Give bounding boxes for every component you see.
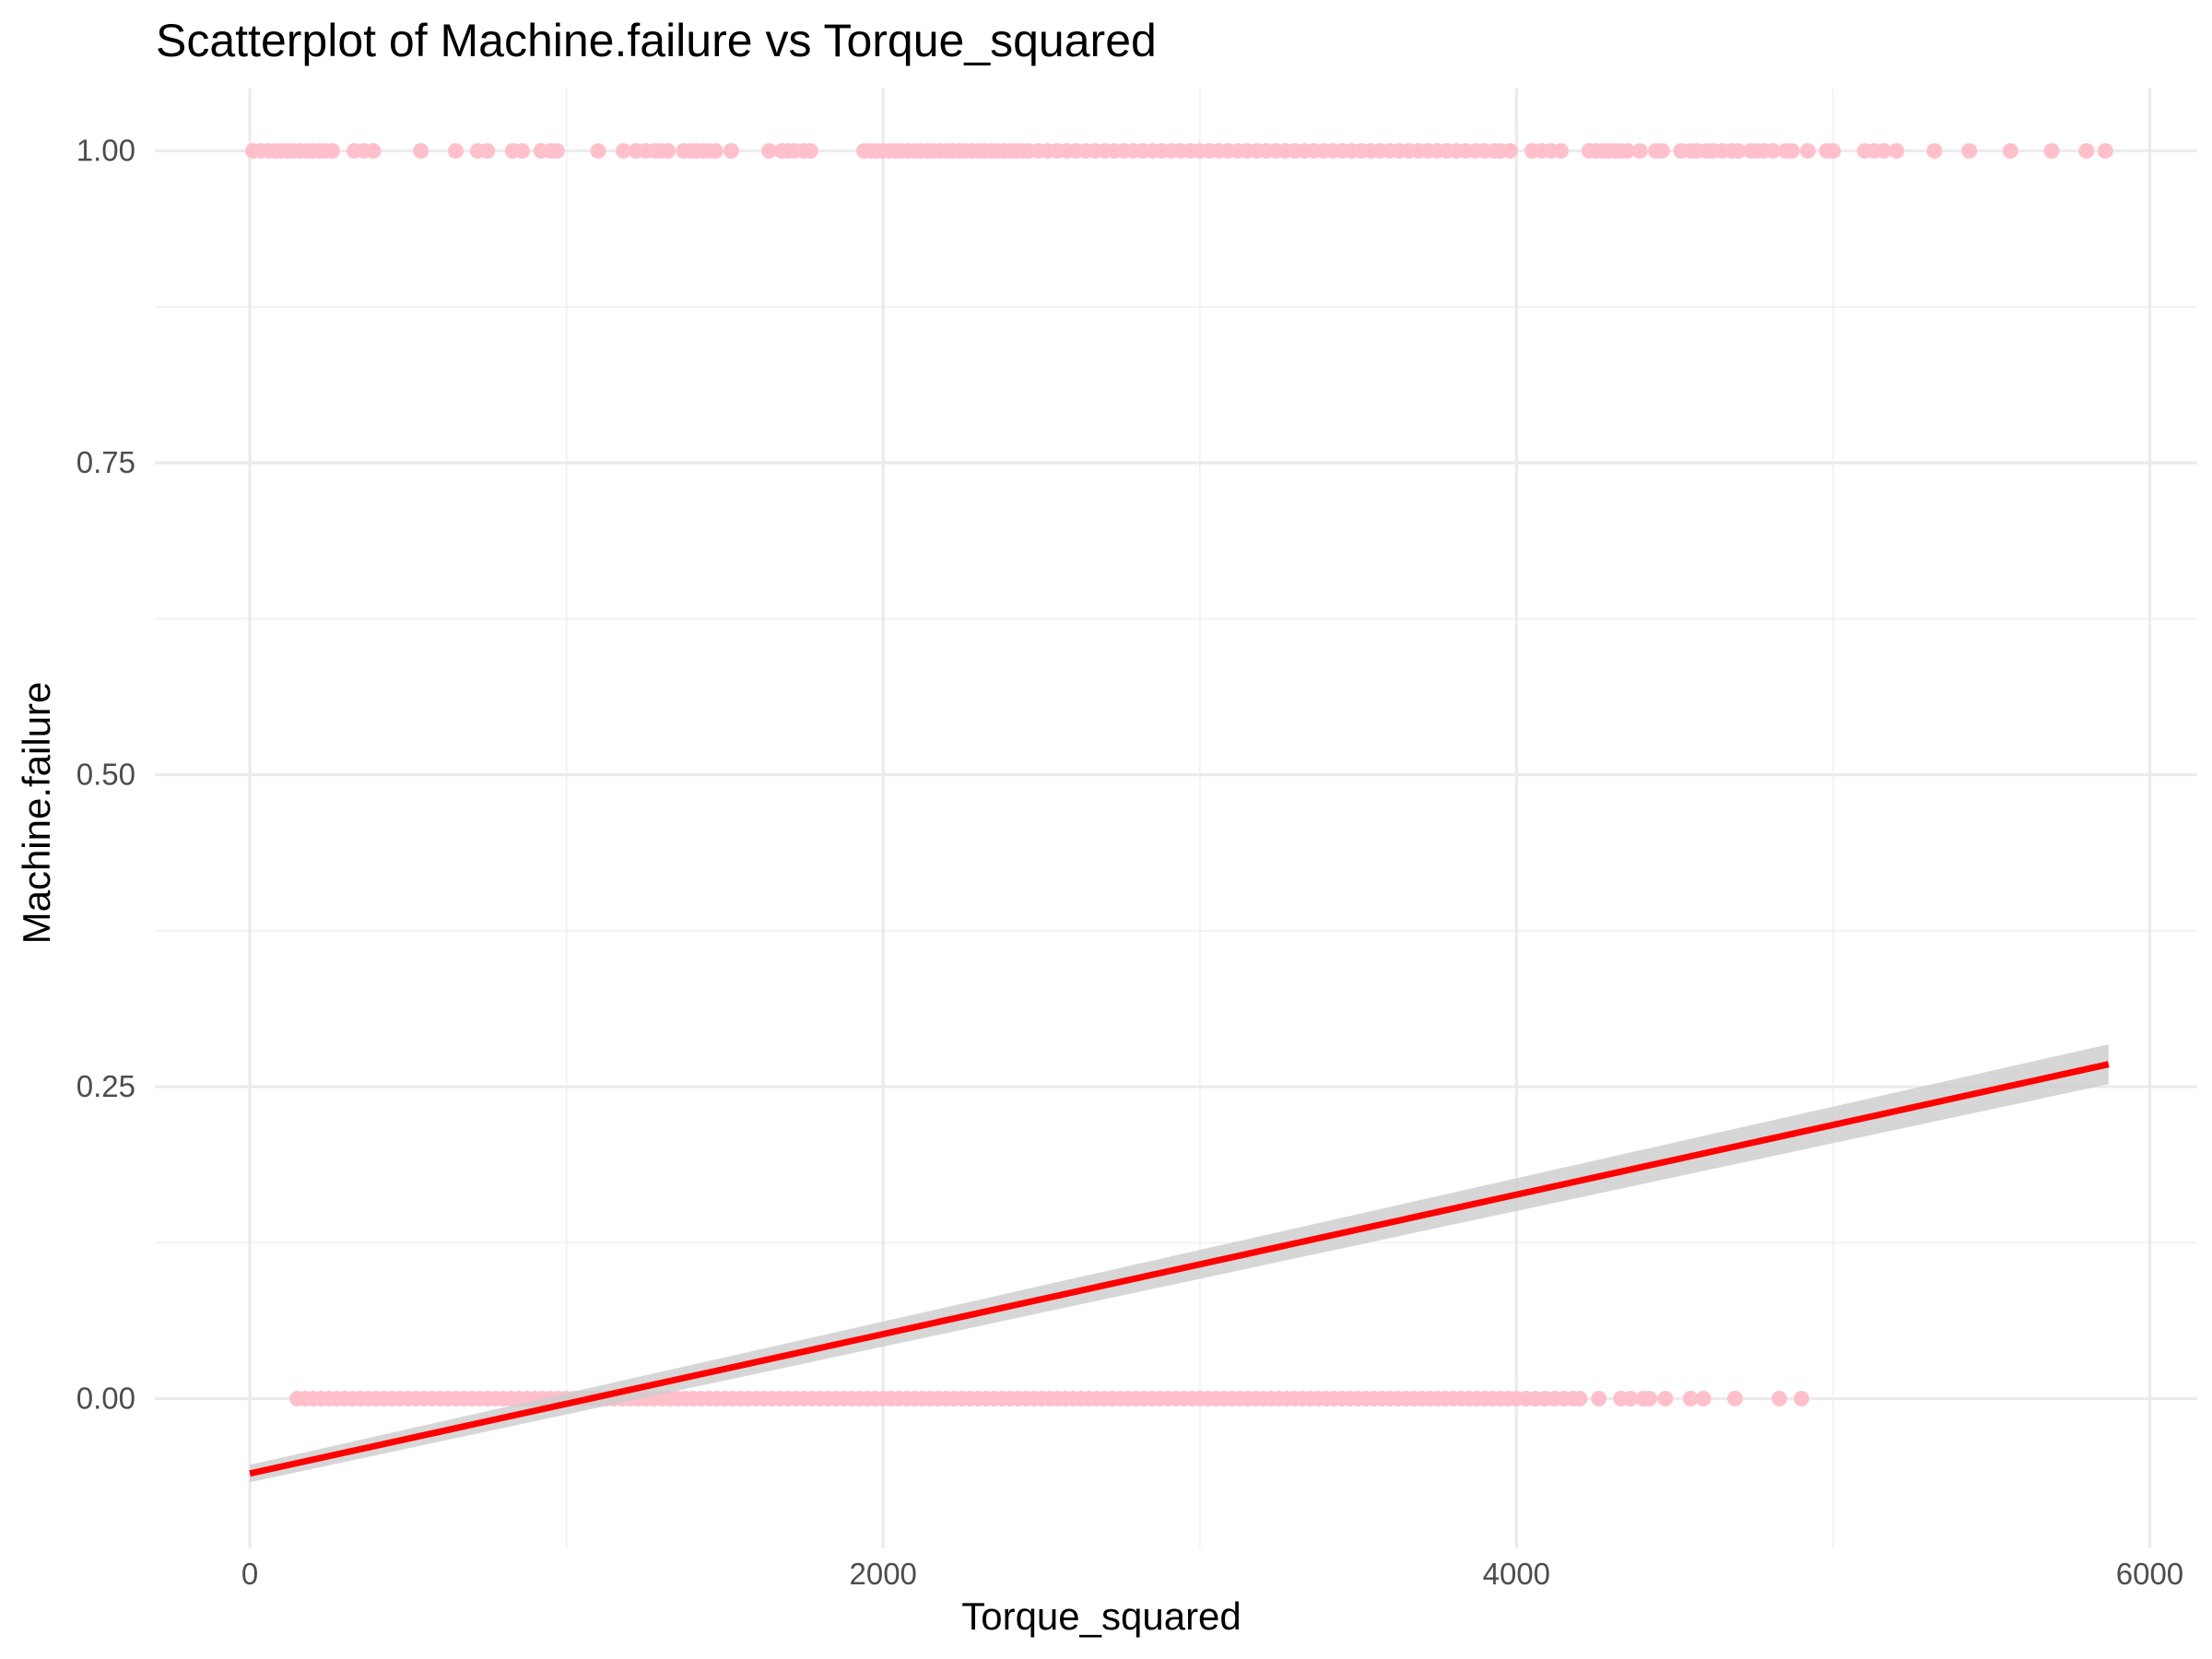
data-point bbox=[802, 143, 818, 159]
y-tick-label: 1.00 bbox=[76, 134, 135, 168]
data-point bbox=[1571, 1391, 1588, 1407]
chart-title: Scatterplot of Machine.failure vs Torque… bbox=[156, 15, 1157, 66]
y-axis-title: Machine.failure bbox=[15, 682, 58, 945]
data-point bbox=[1653, 143, 1670, 159]
data-point bbox=[1825, 143, 1841, 159]
data-point bbox=[1619, 143, 1636, 159]
data-point bbox=[1876, 143, 1892, 159]
y-tick-label: 0.50 bbox=[76, 758, 135, 792]
x-tick-label: 6000 bbox=[2116, 1557, 2183, 1591]
data-point bbox=[2097, 143, 2113, 159]
data-point bbox=[1552, 143, 1569, 159]
data-point bbox=[2078, 143, 2095, 159]
data-point bbox=[1501, 143, 1518, 159]
data-point bbox=[365, 143, 382, 159]
data-point bbox=[1771, 1391, 1787, 1407]
confidence-band-group bbox=[250, 1044, 2109, 1483]
x-tick-label: 2000 bbox=[849, 1557, 916, 1591]
data-point bbox=[590, 143, 606, 159]
data-point bbox=[1794, 1391, 1810, 1407]
data-point bbox=[1695, 1391, 1712, 1407]
data-point bbox=[1765, 143, 1782, 159]
y-tick-label: 0.00 bbox=[76, 1382, 135, 1416]
data-point bbox=[1657, 1391, 1674, 1407]
y-tick-label: 0.75 bbox=[76, 445, 135, 479]
y-tick-label: 0.25 bbox=[76, 1069, 135, 1103]
data-point bbox=[413, 143, 429, 159]
data-point bbox=[2043, 143, 2060, 159]
data-point bbox=[1641, 1391, 1658, 1407]
data-point bbox=[2002, 143, 2018, 159]
data-point bbox=[1888, 143, 1905, 159]
data-point bbox=[1622, 1391, 1639, 1407]
fit-line-group bbox=[249, 1061, 2110, 1477]
regression-line bbox=[249, 1061, 2110, 1477]
data-point bbox=[1799, 143, 1816, 159]
data-point bbox=[1783, 143, 1800, 159]
data-point bbox=[615, 143, 631, 159]
data-point bbox=[1730, 143, 1747, 159]
x-tick-label: 0 bbox=[241, 1557, 258, 1591]
data-point bbox=[548, 143, 565, 159]
x-axis-ticks: 0 2000 4000 6000 bbox=[241, 1557, 2183, 1591]
data-point bbox=[514, 143, 531, 159]
data-point bbox=[660, 143, 677, 159]
grid bbox=[155, 88, 2197, 1548]
x-tick-label: 4000 bbox=[1483, 1557, 1550, 1591]
y-axis-ticks: 0.00 0.25 0.50 0.75 1.00 bbox=[76, 134, 135, 1416]
data-point bbox=[723, 143, 739, 159]
x-axis-title: Torque_squared bbox=[961, 1594, 1241, 1638]
data-point bbox=[479, 143, 496, 159]
data-point bbox=[1726, 1391, 1743, 1407]
data-point bbox=[1926, 143, 1943, 159]
data-point bbox=[447, 143, 464, 159]
data-point bbox=[1682, 1391, 1699, 1407]
data-point bbox=[324, 143, 340, 159]
data-points bbox=[245, 143, 2113, 1407]
data-point bbox=[1631, 143, 1648, 159]
confidence-band bbox=[250, 1044, 2109, 1483]
data-point bbox=[707, 143, 724, 159]
data-point bbox=[1591, 1391, 1607, 1407]
data-point bbox=[1961, 143, 1978, 159]
data-point bbox=[761, 143, 778, 159]
